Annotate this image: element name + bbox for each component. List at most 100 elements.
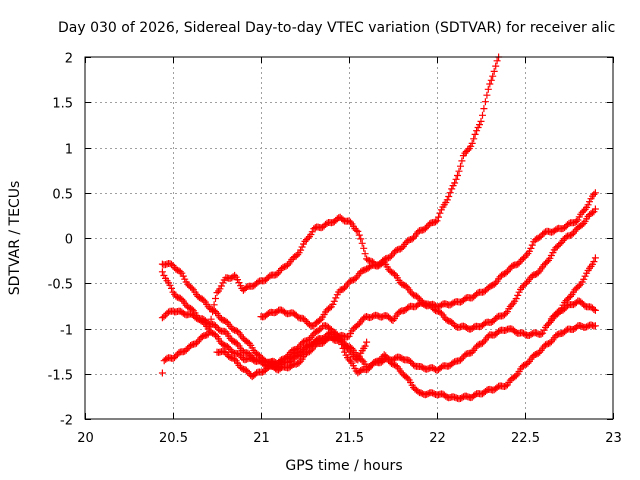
data-point: [506, 303, 514, 310]
data-point: [242, 284, 250, 291]
data-point: [462, 148, 470, 155]
data-point: [537, 330, 545, 338]
data-point: [213, 289, 221, 297]
data-point: [486, 80, 494, 88]
data-point: [341, 348, 349, 356]
data-point: [436, 209, 444, 217]
data-point: [575, 282, 583, 290]
data-point: [498, 271, 505, 279]
data-point: [454, 172, 461, 179]
x-tick-label: 22: [429, 431, 446, 446]
data-point: [443, 196, 451, 204]
data-point: [273, 360, 281, 368]
data-point: [235, 279, 243, 287]
data-point: [508, 301, 516, 309]
data-point: [295, 359, 303, 367]
data-point: [591, 205, 599, 213]
data-point: [572, 218, 580, 225]
data-point: [487, 76, 495, 84]
data-point: [234, 276, 241, 284]
y-tick-label: 1: [65, 143, 73, 158]
data-point: [476, 121, 483, 129]
y-tick-label: -0.5: [48, 278, 73, 293]
data-point: [458, 394, 466, 402]
data-point: [264, 309, 272, 317]
data-point: [523, 251, 530, 259]
data-point: [423, 390, 431, 398]
data-point: [492, 62, 500, 70]
data-point: [354, 356, 362, 364]
data-point: [238, 365, 246, 372]
data-point: [523, 279, 530, 287]
data-point: [480, 105, 488, 113]
data-point: [361, 342, 369, 350]
data-point: [542, 341, 549, 349]
y-tick-label: 1.5: [52, 97, 73, 112]
y-tick-label: 0: [65, 233, 73, 248]
data-point: [502, 269, 510, 277]
data-point: [158, 268, 166, 276]
data-point: [210, 301, 218, 309]
data-point: [591, 189, 599, 197]
data-point: [330, 297, 338, 305]
data-point: [234, 327, 241, 335]
data-series: [158, 53, 599, 403]
data-point: [160, 313, 168, 321]
data-point: [512, 295, 520, 303]
data-point: [361, 250, 369, 258]
data-point: [410, 361, 417, 369]
data-point: [479, 111, 486, 119]
data-point: [282, 354, 290, 362]
data-point: [574, 216, 582, 224]
data-point: [388, 360, 395, 367]
data-point: [432, 218, 439, 226]
data-point: [462, 324, 470, 331]
data-point: [586, 198, 593, 206]
data-point: [591, 306, 599, 314]
data-point: [527, 244, 535, 252]
data-point: [550, 312, 558, 319]
series-track-5: [257, 205, 599, 333]
data-point: [543, 258, 551, 266]
data-point: [355, 231, 363, 239]
data-point: [339, 285, 347, 293]
data-point: [414, 293, 422, 301]
data-point: [339, 216, 347, 224]
x-tick-labels: 20 20.5 21 21.5 22 22.5 23: [77, 431, 622, 446]
data-point: [584, 201, 592, 209]
data-point: [172, 292, 180, 300]
data-point: [484, 85, 492, 93]
data-point: [481, 98, 489, 106]
data-point: [203, 331, 211, 339]
data-point: [502, 382, 510, 390]
data-point: [589, 209, 596, 217]
data-point: [316, 326, 324, 334]
y-tick-label: -1.5: [48, 369, 73, 384]
data-point: [172, 265, 180, 273]
data-point: [458, 157, 466, 165]
data-point: [229, 326, 237, 333]
data-point: [242, 366, 250, 374]
x-tick-label: 21: [253, 431, 270, 446]
data-point: [370, 359, 378, 366]
plot-frame: [84, 56, 614, 420]
data-point: [398, 244, 406, 252]
data-point: [514, 291, 522, 299]
data-point: [493, 313, 501, 321]
data-point: [484, 332, 492, 340]
data-point: [231, 355, 239, 363]
data-point: [238, 333, 246, 341]
data-point: [388, 316, 395, 324]
data-point: [591, 322, 599, 330]
grid: [85, 57, 613, 419]
data-point: [212, 331, 219, 339]
data-point: [212, 295, 219, 302]
data-point: [307, 347, 315, 355]
data-point: [483, 91, 491, 99]
y-tick-labels: -2 -1.5 -1 -0.5 0 0.5 1 1.5 2: [48, 52, 73, 429]
data-point: [520, 329, 527, 337]
data-point: [297, 246, 305, 254]
y-tick-label: 2: [65, 52, 73, 67]
data-point: [433, 217, 441, 225]
